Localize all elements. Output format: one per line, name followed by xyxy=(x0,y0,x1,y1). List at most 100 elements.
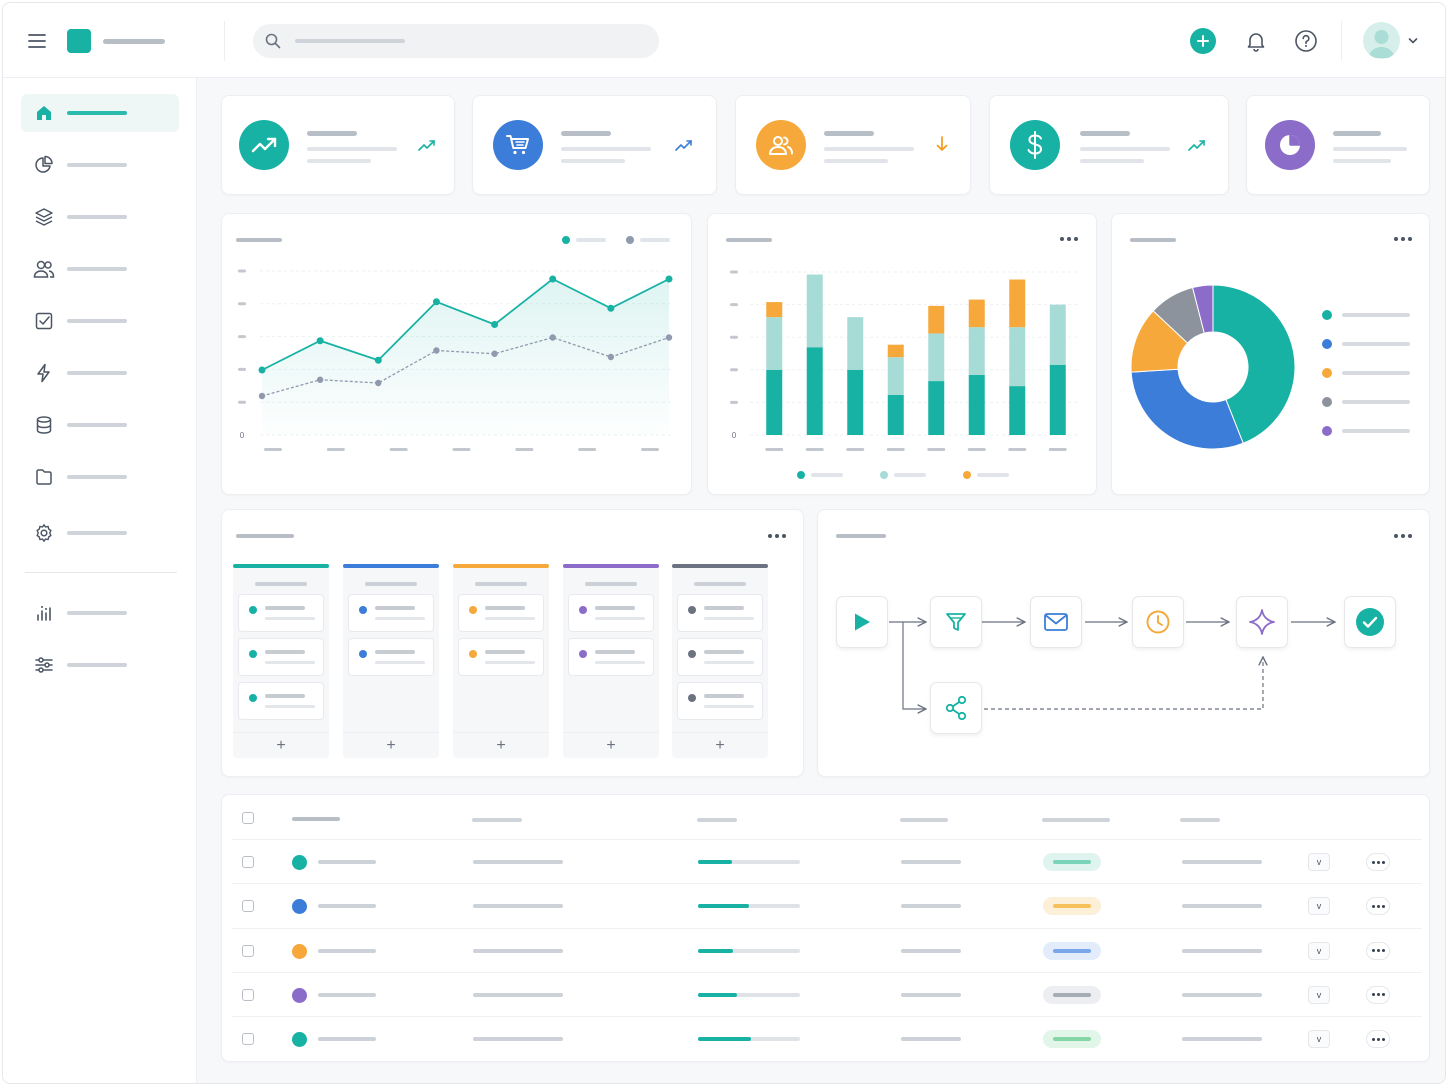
legend-dot xyxy=(1322,368,1332,378)
kanban-card[interactable] xyxy=(348,638,434,676)
bell-icon[interactable] xyxy=(1243,28,1269,54)
column-header xyxy=(472,818,522,822)
row-more-button[interactable] xyxy=(1366,1030,1390,1049)
donut-slice xyxy=(1130,368,1244,450)
sidebar-item-automations[interactable] xyxy=(21,354,179,392)
kpi-value xyxy=(1080,147,1170,151)
bar-segment xyxy=(968,327,985,375)
hamburger-icon[interactable] xyxy=(25,31,49,51)
kpi-card-customers[interactable] xyxy=(735,95,971,195)
table-row[interactable]: v xyxy=(232,839,1422,883)
row-more-button[interactable] xyxy=(1366,941,1390,960)
add-card-button[interactable]: + xyxy=(343,732,439,758)
more-options-icon[interactable] xyxy=(1060,237,1078,241)
row-more-button[interactable] xyxy=(1366,853,1390,871)
row-select-dropdown[interactable]: v xyxy=(1308,985,1330,1004)
search-icon xyxy=(265,33,281,49)
search-input[interactable] xyxy=(253,24,659,58)
help-icon[interactable] xyxy=(1293,28,1319,54)
sidebar-item-files[interactable] xyxy=(21,458,179,496)
table-row[interactable]: v xyxy=(232,971,1422,1016)
add-card-button[interactable]: + xyxy=(672,732,768,758)
status-badge xyxy=(1043,1030,1101,1049)
x-tick-label xyxy=(886,448,905,451)
row-more-button[interactable] xyxy=(1366,985,1390,1004)
check-circle-icon[interactable] xyxy=(1344,596,1396,648)
sidebar-item-reports[interactable] xyxy=(21,594,179,632)
table-row[interactable]: v xyxy=(232,1016,1422,1060)
data-point-teal xyxy=(607,304,615,312)
row-cell xyxy=(473,992,563,997)
plus-icon[interactable] xyxy=(1190,28,1216,54)
kanban-card[interactable] xyxy=(458,638,544,676)
app-logo[interactable] xyxy=(67,29,91,53)
kpi-card-growth[interactable] xyxy=(221,95,455,195)
kanban-card[interactable] xyxy=(238,594,324,632)
kanban-card[interactable] xyxy=(568,638,654,676)
header-divider-right xyxy=(1341,21,1342,61)
database-icon xyxy=(21,406,67,444)
kanban-card[interactable] xyxy=(568,594,654,632)
select-all-checkbox[interactable] xyxy=(242,812,254,824)
sparkle-icon[interactable] xyxy=(1236,596,1288,648)
kanban-card[interactable] xyxy=(458,594,544,632)
line-chart: 0 xyxy=(238,269,673,451)
add-card-button[interactable]: + xyxy=(563,732,659,758)
play-icon[interactable] xyxy=(836,596,888,648)
table-row[interactable]: v xyxy=(232,927,1422,972)
bar-chart-icon xyxy=(21,594,67,632)
row-checkbox[interactable] xyxy=(242,900,254,913)
row-select-dropdown[interactable]: v xyxy=(1308,941,1330,960)
clock-icon[interactable] xyxy=(1132,596,1184,648)
row-select-dropdown[interactable]: v xyxy=(1308,853,1330,871)
more-options-icon[interactable] xyxy=(1394,237,1412,241)
sidebar-item-users[interactable] xyxy=(21,250,179,288)
sidebar-item-filters[interactable] xyxy=(21,646,179,684)
kanban-card[interactable] xyxy=(348,594,434,632)
chevron-down-icon[interactable] xyxy=(1407,35,1419,47)
workflow-connectors xyxy=(889,510,1431,778)
sidebar-item-tasks[interactable] xyxy=(21,302,179,340)
filter-icon[interactable] xyxy=(930,596,982,648)
kanban-card[interactable] xyxy=(238,682,324,720)
table-row[interactable]: v xyxy=(232,883,1422,927)
column-title xyxy=(365,582,417,586)
row-select-dropdown[interactable]: v xyxy=(1308,897,1330,916)
row-checkbox[interactable] xyxy=(242,1033,254,1046)
sidebar-item-database[interactable] xyxy=(21,406,179,444)
bar-segment xyxy=(766,317,783,370)
more-options-icon[interactable] xyxy=(768,534,786,538)
more-dot xyxy=(1371,993,1375,997)
more-dot xyxy=(1376,993,1380,997)
row-checkbox[interactable] xyxy=(242,856,254,868)
sidebar-item-home[interactable] xyxy=(21,94,179,132)
kanban-card[interactable] xyxy=(238,638,324,676)
y-tick-label xyxy=(730,400,738,404)
kanban-card[interactable] xyxy=(677,638,763,676)
row-checkbox[interactable] xyxy=(242,944,254,957)
row-cell xyxy=(473,948,563,953)
card-subtitle xyxy=(375,661,425,664)
row-checkbox[interactable] xyxy=(242,988,254,1001)
y-tick-label xyxy=(238,302,246,306)
add-card-button[interactable]: + xyxy=(453,732,549,758)
add-card-button[interactable]: + xyxy=(233,732,329,758)
avatar[interactable] xyxy=(1363,22,1400,59)
kanban-card[interactable] xyxy=(677,594,763,632)
card-subtitle xyxy=(485,661,535,664)
share-icon[interactable] xyxy=(930,682,982,734)
kpi-card-revenue[interactable] xyxy=(989,95,1229,195)
more-options-icon[interactable] xyxy=(1394,534,1412,538)
sidebar-item-layers[interactable] xyxy=(21,198,179,236)
sidebar-item-analytics[interactable] xyxy=(21,146,179,184)
trend-up-icon xyxy=(675,138,693,156)
kpi-card-share[interactable] xyxy=(1246,95,1430,195)
kanban-card[interactable] xyxy=(677,682,763,720)
mail-icon[interactable] xyxy=(1030,596,1082,648)
sidebar-item-settings[interactable] xyxy=(21,514,179,552)
row-select-dropdown[interactable]: v xyxy=(1308,1030,1330,1049)
kpi-card-orders[interactable] xyxy=(472,95,717,195)
sidebar-item-label xyxy=(67,475,127,479)
column-header xyxy=(900,818,948,822)
row-more-button[interactable] xyxy=(1366,897,1390,916)
